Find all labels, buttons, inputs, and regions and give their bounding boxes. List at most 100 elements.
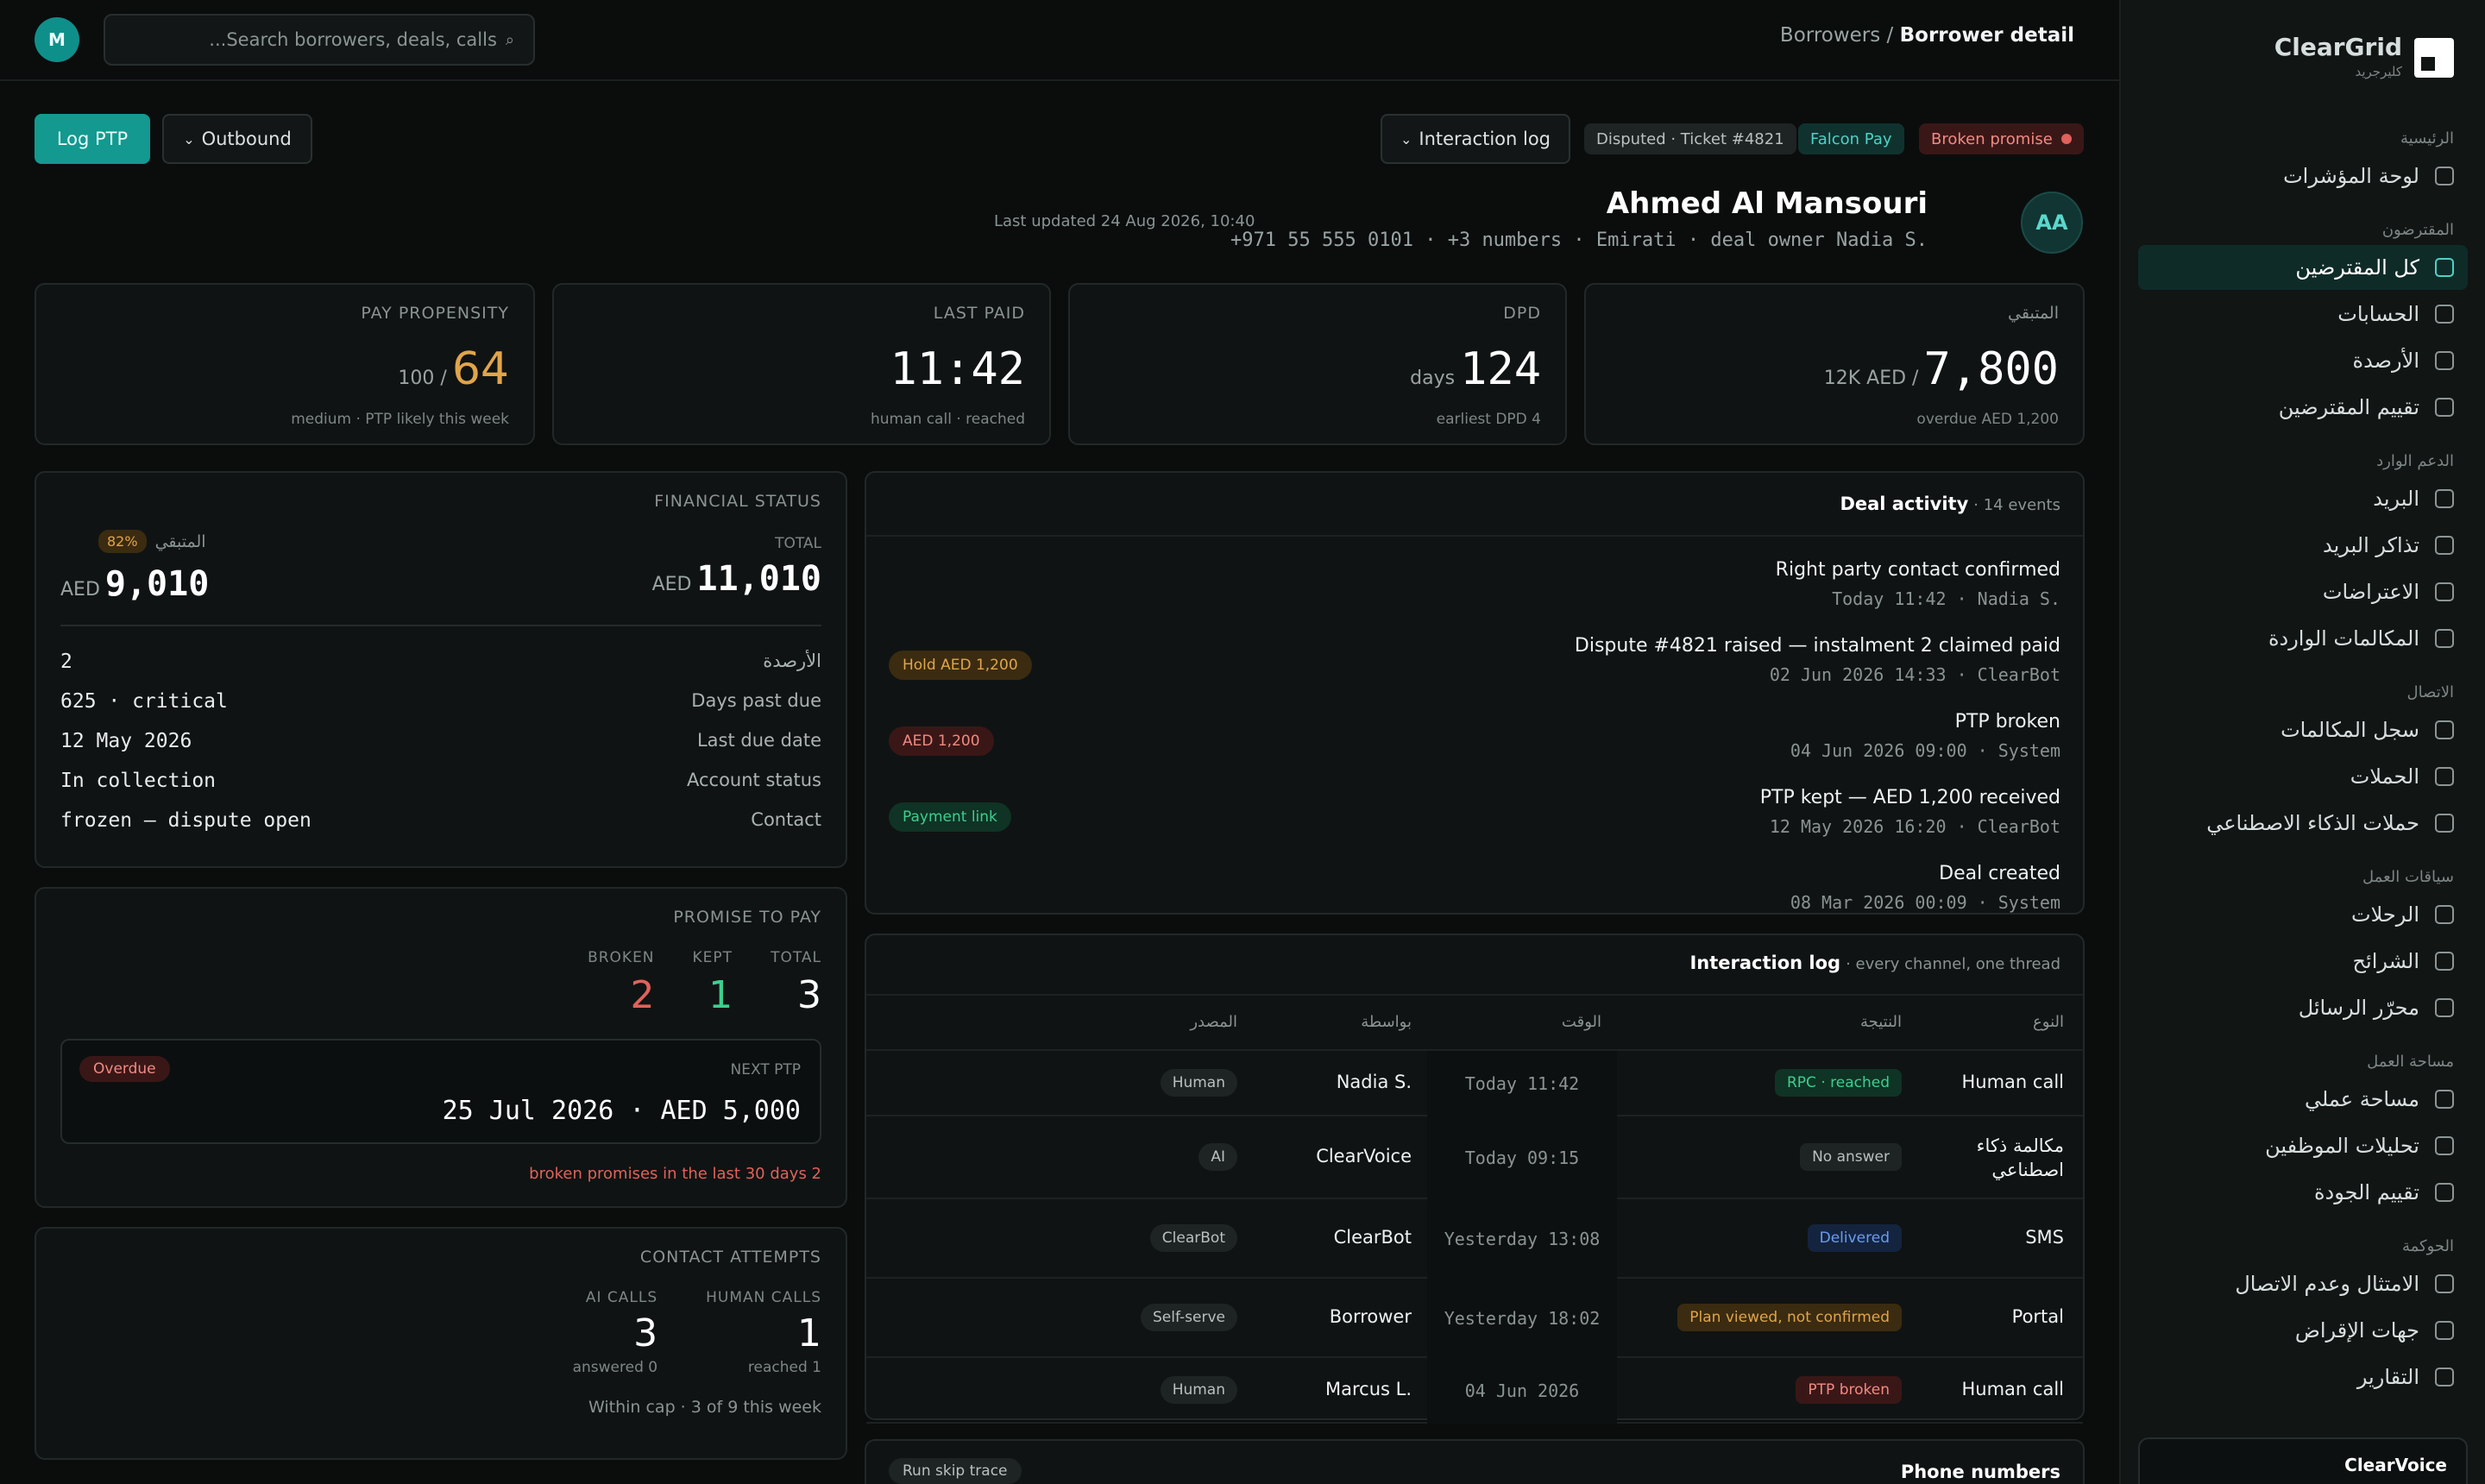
interaction-log-card: Interaction log · every channel, one thr… (865, 934, 2085, 1424)
next-ptp-box[interactable]: Overdue NEXT PTP 25 Jul 2026 · AED 5,000 (60, 1039, 821, 1144)
financial-row: In collection Account status (60, 770, 821, 809)
deal-event-title: Dispute #4821 raised — instalment 2 clai… (1574, 635, 2060, 657)
deal-activity-count: · 14 events (1973, 496, 2060, 514)
divider (866, 535, 2083, 537)
sidebar-item[interactable]: الحملات (2350, 764, 2454, 789)
cell-by: Nadia S. (1336, 1072, 1412, 1092)
disputed-tag[interactable]: Disputed · Ticket #4821 (1584, 123, 1796, 154)
sidebar-item[interactable]: تقييم الجودة (2314, 1180, 2454, 1204)
sidebar-item[interactable]: كل المقترضين (2138, 245, 2468, 290)
deal-event[interactable]: PTP broken 04 Jun 2026 09:00 · System AED … (866, 706, 2083, 775)
sidebar-group-label: مساحة العمل (2367, 1053, 2454, 1071)
deal-event-title: Deal created (1939, 863, 2060, 884)
contact-human-label: HUMAN CALLS (706, 1289, 821, 1306)
table-row[interactable]: SMS Delivered Yesterday 13:08 ClearBot Clear… (866, 1199, 2083, 1279)
checkbox-icon (2435, 489, 2454, 508)
checkbox-icon (2435, 1136, 2454, 1155)
sidebar-item[interactable]: التقارير (2357, 1365, 2454, 1389)
financial-remaining-value: 9,010 (104, 564, 210, 604)
financial-remaining-currency: AED (60, 579, 100, 601)
cell-time: 04 Jun 2026 (1427, 1358, 1617, 1424)
sidebar-item[interactable]: تحليلات الموظفين (2265, 1134, 2454, 1158)
kpi-dpd-unit: days (1410, 368, 1456, 389)
sidebar-item[interactable]: المكالمات الواردة (2268, 626, 2454, 651)
financial-remaining-pct: 82% (98, 530, 147, 553)
kpi-remaining-unit: 12K AED / (1823, 368, 1919, 389)
table-row[interactable]: Human call PTP broken 04 Jun 2026 Marcus L.… (866, 1358, 2083, 1424)
sidebar-item[interactable]: جهات الإقراض (2295, 1318, 2454, 1343)
sidebar-footer[interactable]: ClearVoice (2138, 1437, 2468, 1484)
falcon-pay-tag[interactable]: Falcon Pay (1798, 123, 1904, 154)
table-row[interactable]: مكالمة ذكاء اصطناعي No answer Today 09:15 C… (866, 1116, 2083, 1199)
sidebar-item[interactable]: سجل المكالمات (2281, 718, 2454, 742)
phone-numbers-title: Phone numbers (1900, 1462, 2060, 1482)
sidebar-item[interactable]: محرّر الرسائل (2299, 996, 2454, 1020)
borrower-meta: +971 55 555 0101 · +3 numbers · Emirati … (1230, 230, 1928, 251)
financial-total-currency: AED (651, 574, 692, 595)
table-row[interactable]: Human call RPC · reached Today 11:42 Nadia … (866, 1051, 2083, 1116)
kpi-dpd-value: 124 (1460, 343, 1541, 395)
interaction-log-button[interactable]: ⌄ Interaction log (1381, 114, 1570, 164)
outbound-button[interactable]: ⌄ Outbound (162, 114, 312, 164)
sidebar-item-label: حملات الذكاء الاصطناعي (2206, 811, 2419, 835)
sidebar-item[interactable]: الاعتراضات (2323, 580, 2454, 604)
checkbox-icon (2435, 1321, 2454, 1340)
financial-row-key: Last due date (696, 730, 821, 751)
sidebar-item[interactable]: الأرصدة (2352, 349, 2454, 373)
sidebar-group-label: الاتصال (2406, 683, 2454, 701)
log-ptp-button[interactable]: Log PTP (35, 114, 150, 164)
cell-result-badge: PTP broken (1796, 1376, 1902, 1404)
deal-event[interactable]: Right party contact confirmed Today 11:42… (866, 554, 2083, 623)
sidebar-item[interactable]: حملات الذكاء الاصطناعي (2206, 811, 2454, 835)
search-input[interactable]: ...Search borrowers, deals, calls ⌕ (104, 14, 535, 66)
broken-promise-tag[interactable]: Broken promise (1919, 123, 2084, 154)
sidebar-item[interactable]: مساحة عملي (2305, 1087, 2454, 1111)
deal-event[interactable]: Deal created 08 Mar 2026 00:09 · System (866, 858, 2083, 927)
sidebar-item-label: الأرصدة (2352, 349, 2420, 373)
sidebar-item[interactable]: تذاكر البريد (2323, 533, 2454, 557)
breadcrumb-parent[interactable]: Borrowers / (1779, 24, 1894, 47)
sidebar-item-label: مساحة عملي (2304, 1087, 2419, 1111)
financial-title: FINANCIAL STATUS (654, 492, 821, 511)
kpi-propensity-label: PAY PROPENSITY (361, 304, 509, 323)
sidebar-item[interactable]: الحسابات (2337, 302, 2454, 326)
sidebar-item-label: الحملات (2350, 764, 2419, 789)
brand-name: ClearGrid (2274, 33, 2402, 61)
deal-event[interactable]: PTP kept — AED 1,200 received 12 May 2026… (866, 782, 2083, 851)
cell-source-badge: Human (1160, 1069, 1237, 1097)
ptp-title: PROMISE TO PAY (673, 908, 821, 927)
user-avatar[interactable]: M (35, 17, 79, 62)
sidebar-item[interactable]: لوحة المؤشرات (2283, 164, 2454, 188)
sidebar-item[interactable]: تقييم المقترضين (2279, 395, 2454, 419)
deal-event[interactable]: Dispute #4821 raised — instalment 2 clai… (866, 630, 2083, 699)
chevron-down-icon: ⌄ (183, 130, 195, 148)
financial-row-key: Account status (687, 770, 821, 790)
cell-type: Portal (2011, 1306, 2064, 1327)
promise-to-pay-card: PROMISE TO PAY BROKEN 2 KEPT 1 TOTAL 3 Over… (35, 887, 847, 1208)
deal-event-meta: 02 Jun 2026 14:33 · ClearBot (1769, 664, 2060, 685)
interaction-log-label: Interaction log (1419, 129, 1551, 149)
sidebar-item[interactable]: الشرائح (2353, 949, 2454, 973)
contact-ai-label: AI CALLS (585, 1289, 658, 1306)
sidebar-item-label: البريد (2373, 487, 2419, 511)
sidebar-item-label: تحليلات الموظفين (2265, 1134, 2419, 1158)
financial-row-key: الأرصدة (763, 651, 821, 671)
sidebar-group-label: سياقات العمل (2362, 868, 2454, 886)
run-skip-trace-button[interactable]: Run skip trace (889, 1458, 1022, 1484)
search-placeholder: ...Search borrowers, deals, calls (209, 29, 497, 50)
checkbox-icon (2435, 998, 2454, 1017)
cell-by: ClearVoice (1316, 1146, 1412, 1166)
kpi-dpd-sub: earliest DPD 4 (1436, 411, 1541, 428)
table-row[interactable]: Portal Plan viewed, not confirmed Yesterda… (866, 1279, 2083, 1358)
financial-row: 625 · critical Days past due (60, 690, 821, 730)
contact-attempts-card: CONTACT ATTEMPTS AI CALLS 3 answered 0 HUM… (35, 1227, 847, 1460)
cell-source-badge: Self-serve (1141, 1304, 1237, 1331)
cell-source-badge: AI (1198, 1143, 1237, 1171)
kpi-last-paid-value: 11:42 (890, 343, 1025, 395)
ptp-broken-stat: BROKEN 2 (588, 949, 654, 1017)
cell-result-badge: RPC · reached (1774, 1069, 1902, 1097)
sidebar-item[interactable]: الرحلات (2351, 902, 2454, 927)
status-dot-icon (2060, 134, 2072, 144)
sidebar-item[interactable]: الامتثال وعدم الاتصال (2235, 1272, 2454, 1296)
sidebar-item[interactable]: البريد (2373, 487, 2454, 511)
